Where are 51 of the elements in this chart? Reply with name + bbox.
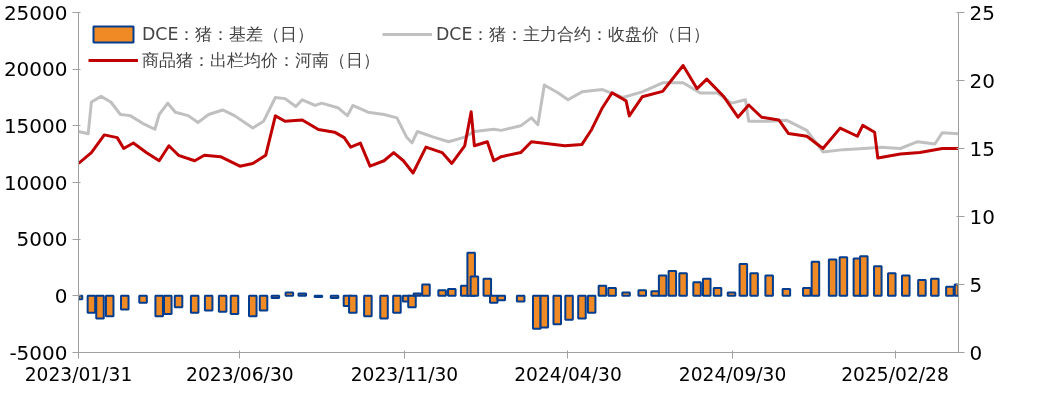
bar — [138, 294, 148, 304]
x-tick-label: 2023/11/30 — [350, 363, 459, 385]
y-tick-label: 25000 — [3, 0, 68, 25]
bar — [119, 294, 130, 311]
bar — [726, 291, 737, 297]
bar — [873, 265, 883, 297]
bar — [189, 294, 200, 314]
y-tick-label: 15000 — [3, 113, 68, 138]
bar — [621, 291, 631, 297]
bar — [930, 277, 940, 297]
bar — [917, 278, 927, 297]
bar — [203, 294, 214, 312]
legend-label: 商品猪：出栏均价：河南（日） — [142, 49, 380, 72]
bar — [781, 288, 792, 297]
bar — [901, 274, 911, 297]
x-tick-label: 2025/02/28 — [841, 363, 949, 385]
legend-label: DCE：猪：主力合约：收盘价（日） — [436, 23, 711, 46]
bar — [270, 294, 281, 300]
x-tick-label: 2024/04/30 — [514, 363, 622, 385]
y-tick-label: 10000 — [3, 170, 68, 195]
bar — [945, 285, 955, 297]
x-tick-label: 2023/01/31 — [24, 363, 133, 385]
y2-tick-label: 20 — [969, 68, 995, 93]
y2-tick-label: 15 — [969, 136, 995, 161]
bar — [764, 274, 774, 297]
bar — [515, 294, 526, 303]
y-tick-label: -5000 — [9, 340, 68, 365]
bar — [284, 291, 295, 297]
bar — [329, 294, 340, 300]
y2-tick-label: 25 — [969, 0, 995, 25]
bar — [827, 258, 838, 297]
y2-tick-label: 10 — [969, 204, 995, 229]
bar — [838, 256, 849, 297]
y-tick-label: 5000 — [16, 227, 68, 252]
x-tick-label: 2024/09/30 — [678, 363, 787, 385]
bar — [363, 294, 373, 318]
x-tick-label: 2023/06/30 — [186, 363, 294, 385]
y2-tick-label: 0 — [969, 340, 983, 365]
bar — [552, 294, 562, 326]
bar — [564, 294, 574, 321]
line-series — [78, 81, 959, 154]
bar — [637, 289, 647, 297]
bar — [379, 294, 389, 320]
bar — [229, 294, 240, 315]
y2-tick-label: 5 — [969, 272, 983, 297]
legend-label: DCE：猪：基差（日） — [142, 23, 315, 46]
bar — [887, 272, 897, 297]
y-tick-label: 0 — [54, 283, 68, 308]
bar — [217, 294, 228, 313]
y-tick-label: 20000 — [3, 57, 68, 82]
bar — [297, 292, 308, 297]
